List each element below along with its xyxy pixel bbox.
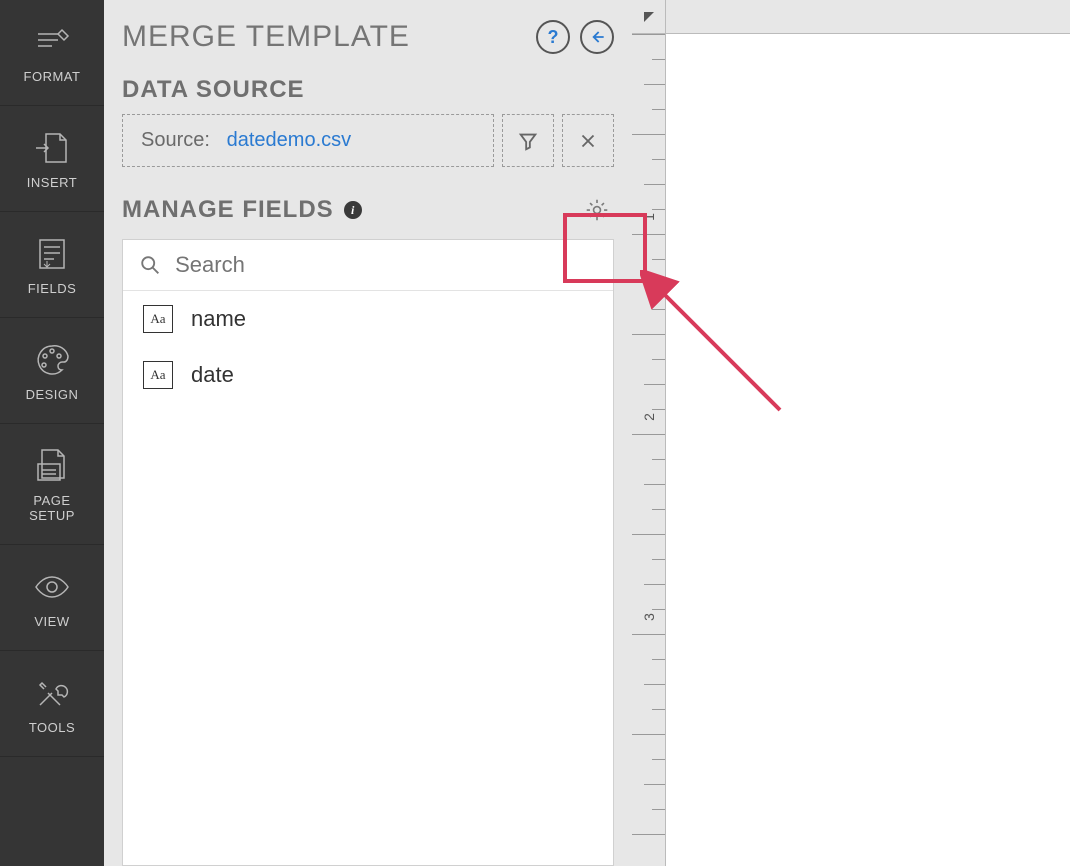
rail-item-fields[interactable]: FIELDS [0,212,104,318]
data-source-box[interactable]: Source: datedemo.csv [122,114,494,167]
field-row[interactable]: Aa name [123,291,613,347]
panel-title: MERGE TEMPLATE [122,20,410,54]
view-icon [32,567,72,607]
field-label: name [191,306,246,332]
rail-label: PAGE SETUP [29,494,75,524]
ruler-mark: 3 [641,604,657,630]
ruler-horizontal[interactable] [666,0,1070,34]
clear-source-button[interactable] [562,114,614,167]
filter-icon [517,130,539,152]
arrow-left-icon [587,27,607,47]
text-field-icon: Aa [143,305,173,333]
merge-template-panel: MERGE TEMPLATE ? DATA SOURCE Source: dat… [104,0,632,866]
field-label: date [191,362,234,388]
rail-label: FIELDS [28,282,77,297]
gear-icon [584,197,610,223]
fields-search-input[interactable] [175,252,597,278]
data-source-title: DATA SOURCE [122,76,614,104]
manage-fields-header: MANAGE FIELDS i [122,193,614,227]
help-button[interactable]: ? [536,20,570,54]
format-icon [32,22,72,62]
rail-label: FORMAT [24,70,81,85]
ruler-origin[interactable] [632,0,666,34]
left-rail: FORMAT INSERT FIELDS DESIGN PAGE SETUP V… [0,0,104,866]
insert-icon [32,128,72,168]
ruler-vertical[interactable]: 1 2 3 [632,34,666,866]
rail-label: DESIGN [26,388,79,403]
fields-search-row [123,240,613,291]
text-field-icon: Aa [143,361,173,389]
rail-label: INSERT [27,176,77,191]
rail-item-view[interactable]: VIEW [0,545,104,651]
page-setup-icon [32,446,72,486]
filter-button[interactable] [502,114,554,167]
source-label: Source: [141,129,210,151]
ruler-mark: 2 [641,404,657,430]
fields-list: Aa name Aa date [122,239,614,866]
design-icon [32,340,72,380]
fields-icon [32,234,72,274]
help-icon: ? [548,27,559,48]
rail-label: TOOLS [29,721,75,736]
field-row[interactable]: Aa date [123,347,613,403]
manage-fields-settings-button[interactable] [580,193,614,227]
source-filename: datedemo.csv [227,129,352,151]
info-icon[interactable]: i [344,201,362,219]
rail-item-page-setup[interactable]: PAGE SETUP [0,424,104,545]
panel-header: MERGE TEMPLATE ? [122,0,614,76]
rail-item-tools[interactable]: TOOLS [0,651,104,757]
rail-item-design[interactable]: DESIGN [0,318,104,424]
tools-icon [32,673,72,713]
rail-item-format[interactable]: FORMAT [0,0,104,106]
manage-fields-title: MANAGE FIELDS [122,196,334,224]
canvas-area: 1 2 3 [632,0,1070,866]
panel-header-actions: ? [536,20,614,54]
rail-label: VIEW [34,615,69,630]
ruler-origin-icon [641,9,657,25]
rail-item-insert[interactable]: INSERT [0,106,104,212]
back-button[interactable] [580,20,614,54]
data-source-row: Source: datedemo.csv [122,114,614,167]
ruler-mark: 1 [641,204,657,230]
close-icon [577,130,599,152]
search-icon [139,253,161,277]
